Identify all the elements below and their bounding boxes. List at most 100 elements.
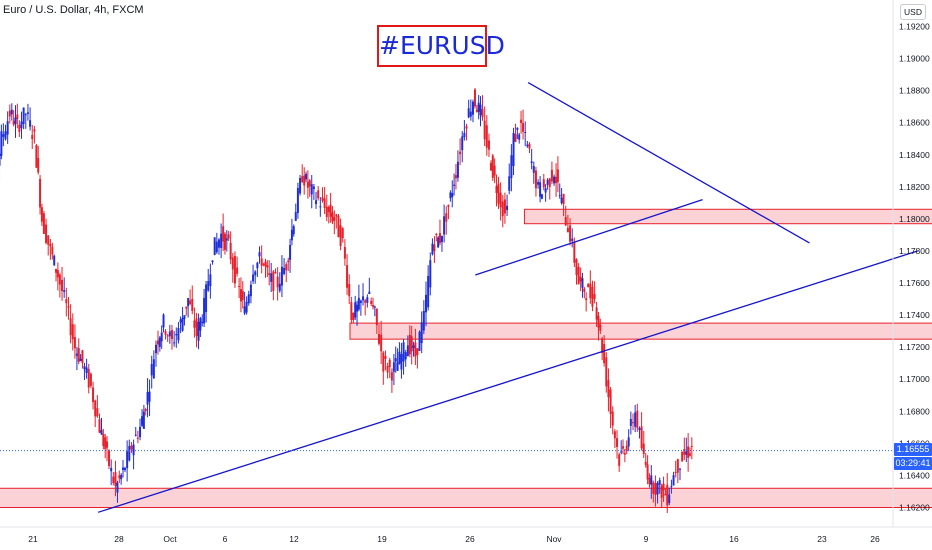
candle-body [136, 437, 139, 439]
wedge-support-line[interactable] [475, 199, 703, 276]
candle-body [0, 131, 3, 156]
candle-body [266, 265, 269, 268]
candle-body [144, 408, 147, 411]
symbol-title[interactable]: Euro / U.S. Dollar, 4h, FXCM [3, 4, 144, 16]
candle-body [229, 242, 232, 260]
candle-body [394, 358, 397, 362]
candle-body [636, 410, 639, 428]
candle-body [672, 475, 675, 486]
candle-body [92, 387, 95, 403]
candle-body [506, 205, 509, 211]
candle-body [688, 453, 691, 456]
candle-body [65, 299, 68, 304]
x-tick-label: 16 [729, 534, 739, 544]
candle-body [356, 304, 359, 312]
candle-body [327, 206, 330, 213]
candle-body [459, 151, 462, 155]
candle-body [534, 170, 537, 189]
candle-body [317, 190, 320, 199]
candle-body [181, 317, 184, 331]
candle-body [510, 155, 513, 179]
candle-body [343, 246, 346, 259]
rising-trendline[interactable] [97, 250, 918, 513]
candle-body [447, 204, 450, 207]
y-tick-label: 1.16400 [899, 470, 930, 480]
candle-body [623, 452, 626, 455]
candle-body [148, 391, 151, 402]
candle-body [254, 271, 257, 276]
y-tick-label: 1.18200 [899, 182, 930, 192]
candle-body [530, 161, 533, 164]
candle-body [642, 443, 645, 454]
candle-body [427, 275, 430, 308]
candle-body [485, 125, 488, 148]
candle-body [620, 451, 623, 453]
descending-channel-line[interactable] [527, 82, 810, 244]
y-tick-label: 1.17400 [899, 310, 930, 320]
candle-body [377, 334, 380, 344]
lower-demand-zone [0, 487, 932, 509]
candle-body [18, 124, 21, 132]
candle-body [183, 315, 186, 320]
candle-body [404, 352, 407, 360]
candle-body [40, 207, 43, 222]
candle-body [187, 298, 190, 307]
candle-body [42, 213, 45, 234]
candle-body [33, 129, 36, 132]
candle-body [290, 229, 293, 241]
candle-body [247, 294, 250, 304]
candle-body [518, 134, 521, 140]
candle-body [392, 362, 395, 372]
candle-body [308, 180, 311, 187]
candle-body [546, 179, 549, 185]
candle-body [526, 144, 529, 147]
currency-button[interactable]: USD [900, 4, 926, 20]
candle-body [542, 179, 545, 188]
candle-body [400, 354, 403, 370]
candle-body [213, 237, 216, 255]
candle-body [573, 242, 576, 263]
candle-body [258, 252, 261, 257]
candle-body [370, 301, 373, 304]
candle-body [215, 241, 218, 253]
candle-body [681, 451, 684, 462]
candle-body [408, 334, 411, 355]
candle-body [195, 318, 198, 336]
candle-body [285, 264, 288, 271]
candle-body [670, 486, 673, 488]
candle-body [69, 318, 72, 336]
candle-body [341, 228, 344, 239]
candle-body [571, 238, 574, 241]
candle-body [372, 305, 375, 307]
candle-body [362, 296, 365, 301]
candle-body [599, 324, 602, 331]
candle-body [39, 178, 42, 208]
y-tick-label: 1.19200 [899, 22, 930, 32]
x-axis[interactable]: 21 28 Oct 6 12 19 26 Nov 9 16 23 26 [28, 534, 880, 544]
candle-body [96, 408, 99, 417]
candle-body [319, 206, 322, 208]
x-tick-label: 12 [289, 534, 299, 544]
candle-body [483, 120, 486, 140]
y-axis[interactable]: 1.19200 1.19000 1.18800 1.18600 1.18400 1.182… [899, 22, 930, 513]
candle-body [475, 109, 478, 112]
candle-body [443, 216, 446, 235]
middle-resistance-zone [349, 322, 932, 340]
candle-body [418, 331, 421, 351]
candle-body [431, 243, 434, 255]
plot-area[interactable] [0, 0, 893, 527]
candle-body [540, 194, 543, 199]
candle-body [55, 269, 58, 273]
candle-body [2, 134, 5, 137]
candle-body [516, 127, 519, 130]
candle-body [368, 291, 371, 294]
candle-body [388, 359, 391, 368]
candle-body [87, 368, 90, 388]
y-tick-label: 1.17000 [899, 374, 930, 384]
candle-body [162, 314, 165, 328]
candle-body [548, 178, 551, 187]
candle-body [45, 224, 48, 243]
candle-body [674, 472, 677, 474]
candle-body [220, 233, 223, 248]
